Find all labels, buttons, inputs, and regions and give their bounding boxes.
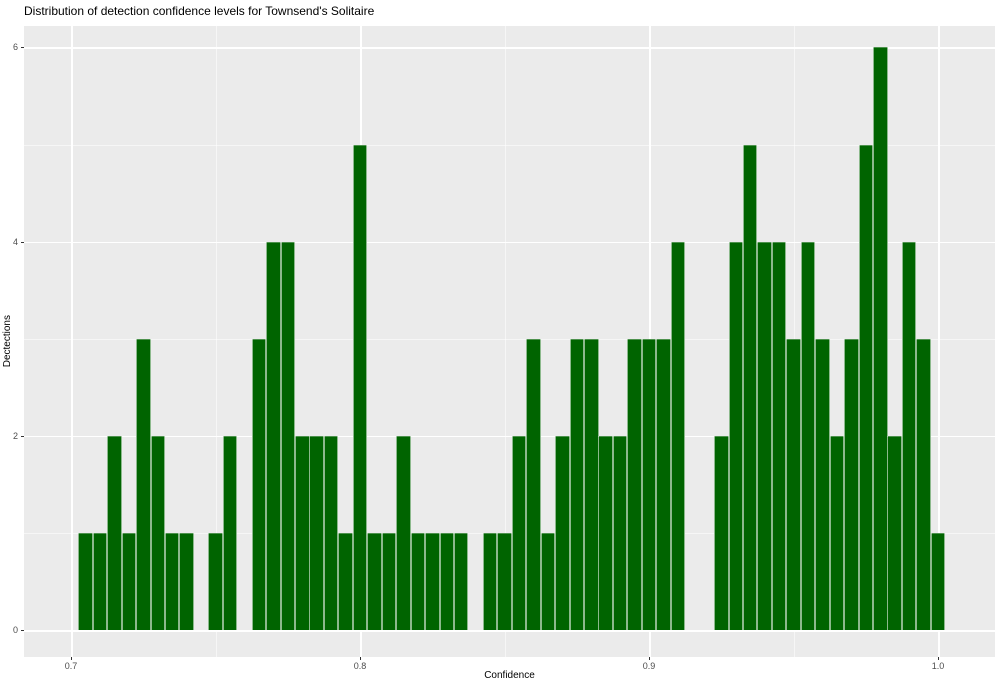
histogram-bar <box>627 338 642 630</box>
histogram-bar <box>584 338 599 630</box>
y-axis-title: Dectections <box>2 315 13 368</box>
histogram-bar <box>164 532 180 630</box>
histogram-bar <box>309 435 324 630</box>
histogram-bar <box>844 338 859 630</box>
x-tick-mark <box>71 657 72 660</box>
histogram-bar <box>280 241 295 630</box>
y-major-gridline <box>24 630 995 632</box>
x-tick-mark <box>649 657 650 660</box>
x-tick-label: 1.0 <box>931 661 945 671</box>
histogram-bar <box>482 532 498 630</box>
histogram-bar <box>786 338 801 630</box>
histogram-bar <box>858 144 873 630</box>
histogram-bar <box>295 435 310 630</box>
histogram-bar <box>323 435 339 630</box>
histogram-bar <box>757 241 772 630</box>
histogram-bar <box>540 532 556 630</box>
histogram-bar <box>497 532 512 630</box>
histogram-bar <box>612 435 628 630</box>
x-tick-label: 0.7 <box>64 661 78 671</box>
histogram-bar <box>453 532 469 630</box>
histogram-bar <box>266 241 281 630</box>
x-axis-title: Confidence <box>484 670 535 681</box>
histogram-bar <box>569 338 584 630</box>
y-tick-label: 2 <box>12 430 18 441</box>
y-tick-mark <box>21 241 24 243</box>
histogram-bar <box>771 241 787 630</box>
histogram-bar <box>121 532 137 630</box>
histogram-bar <box>598 435 613 630</box>
y-major-gridline <box>24 47 995 49</box>
histogram-bar <box>179 532 194 630</box>
histogram-bar <box>425 532 440 630</box>
x-major-gridline <box>938 26 940 657</box>
histogram-bar <box>381 532 397 630</box>
histogram-bar <box>887 435 902 630</box>
histogram-bar <box>901 241 917 630</box>
histogram-bar <box>136 338 151 630</box>
x-tick-mark <box>360 657 361 660</box>
x-minor-gridline <box>504 26 506 657</box>
plot-panel <box>24 26 995 657</box>
histogram-bar <box>107 435 122 630</box>
y-axis-title-wrap: Dectections <box>2 26 13 657</box>
y-minor-gridline <box>24 338 995 340</box>
histogram-bar <box>656 338 671 630</box>
histogram-bar <box>670 241 686 630</box>
histogram-bar <box>150 435 165 630</box>
y-tick-label: 4 <box>12 236 18 247</box>
y-tick-mark <box>21 47 24 49</box>
histogram-bar <box>78 532 93 630</box>
x-major-gridline <box>71 26 73 657</box>
histogram-bar <box>555 435 570 630</box>
histogram-bar <box>714 435 729 630</box>
histogram-bar <box>338 532 353 630</box>
histogram-bar <box>367 532 382 630</box>
histogram-bar <box>511 435 527 630</box>
x-tick-label: 0.8 <box>353 661 367 671</box>
y-minor-gridline <box>24 144 995 146</box>
chart-title: Distribution of detection confidence lev… <box>24 4 375 18</box>
y-tick-mark <box>21 435 24 437</box>
histogram-bar <box>410 532 426 630</box>
histogram-bar <box>222 435 238 630</box>
y-tick-mark <box>21 630 24 631</box>
x-tick-mark <box>938 657 939 660</box>
histogram-bar <box>352 144 368 630</box>
histogram-bar <box>800 241 816 630</box>
y-tick-label: 6 <box>12 42 18 53</box>
histogram-bar <box>815 338 830 630</box>
y-major-gridline <box>24 241 995 244</box>
x-tick-label: 0.9 <box>642 661 656 671</box>
histogram-bar <box>251 338 267 630</box>
histogram-bar <box>526 338 541 630</box>
histogram-bar <box>641 338 657 630</box>
histogram-bar <box>916 338 931 630</box>
histogram-bar <box>728 241 743 630</box>
histogram-bar <box>829 435 845 630</box>
histogram-bar <box>396 435 411 630</box>
histogram-bar <box>208 532 223 630</box>
histogram-bar <box>742 144 758 630</box>
x-minor-gridline <box>215 26 217 657</box>
y-major-gridline <box>24 435 995 438</box>
histogram-bar <box>439 532 454 630</box>
y-tick-label: 0 <box>12 625 18 635</box>
histogram-bar <box>930 532 946 630</box>
histogram-bar <box>92 532 108 630</box>
histogram-bar <box>873 47 888 630</box>
